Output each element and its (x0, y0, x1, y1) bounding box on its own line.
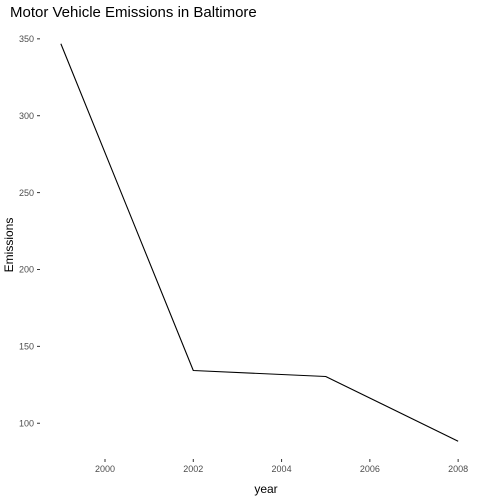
emissions-line (60, 43, 459, 442)
x-tick-label: 2002 (183, 464, 203, 474)
chart-title: Motor Vehicle Emissions in Baltimore (10, 4, 257, 21)
y-tick-label: 100 (19, 418, 34, 428)
x-axis-title: year (254, 482, 277, 496)
x-tick-label: 2008 (448, 464, 468, 474)
y-tick-label: 250 (19, 188, 34, 198)
x-tick-label: 2000 (95, 464, 115, 474)
y-axis: 100 150 200 250 300 350 (19, 34, 40, 428)
y-tick-label: 200 (19, 265, 34, 275)
y-tick-label: 150 (19, 342, 34, 352)
x-tick-label: 2004 (272, 464, 292, 474)
y-tick-label: 300 (19, 111, 34, 121)
x-axis: 2000 2002 2004 2006 2008 (95, 459, 468, 474)
y-tick-label: 350 (19, 34, 34, 44)
y-axis-title: Emissions (2, 218, 16, 273)
plot-area (60, 43, 459, 442)
x-tick-label: 2006 (360, 464, 380, 474)
